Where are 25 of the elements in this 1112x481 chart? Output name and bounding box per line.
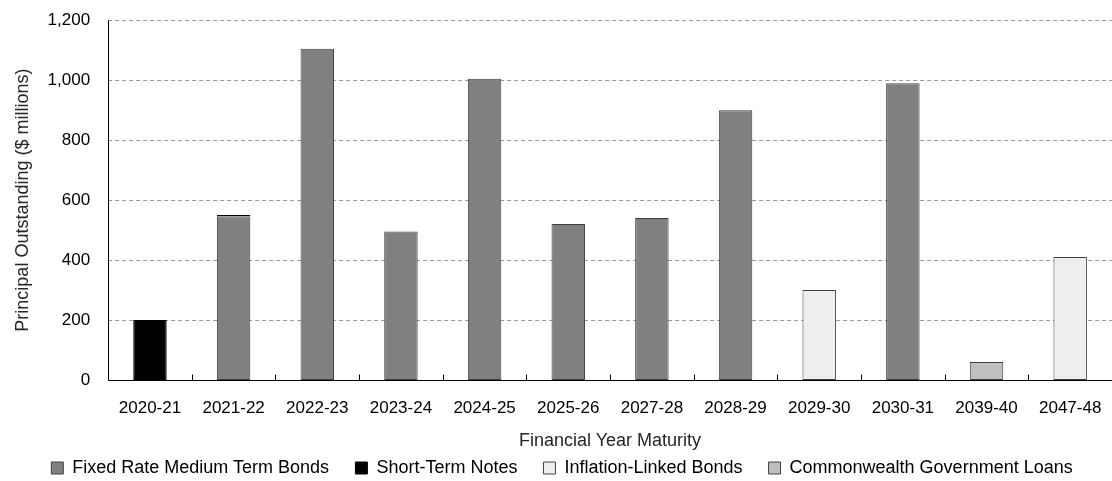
y-tick-label: 800 <box>61 129 91 149</box>
y-tick-label: 1,200 <box>47 9 91 29</box>
x-tick-label: 2029-30 <box>788 397 851 417</box>
x-tick-label: 2030-31 <box>871 397 935 417</box>
y-tick-label: 0 <box>80 369 91 389</box>
x-tick-label: 2025-26 <box>537 397 600 417</box>
legend-label: Short-Term Notes <box>376 456 518 477</box>
legend-label: Inflation-Linked Bonds <box>564 456 743 477</box>
y-tick-label: 400 <box>61 249 91 269</box>
x-tick-label: 2020-21 <box>118 397 182 417</box>
x-tick-label: 2039-40 <box>955 397 1018 417</box>
x-tick-label: 2021-22 <box>202 397 265 417</box>
x-tick-label: 2023-24 <box>369 397 433 417</box>
legend-label: Commonwealth Government Loans <box>789 456 1073 477</box>
y-tick-label: 600 <box>61 189 91 209</box>
legend-label: Fixed Rate Medium Term Bonds <box>72 456 330 477</box>
x-axis-title: Financial Year Maturity <box>519 430 702 451</box>
y-tick-label: 200 <box>61 309 91 329</box>
x-tick-label: 2047-48 <box>1038 397 1102 417</box>
x-tick-label: 2024-25 <box>453 397 516 417</box>
x-tick-label: 2022-23 <box>286 397 349 417</box>
y-axis-title: Principal Outstanding ($ millions) <box>11 68 32 332</box>
x-tick-label: 2027-28 <box>620 397 684 417</box>
y-tick-label: 1,000 <box>47 69 91 89</box>
x-tick-label: 2028-29 <box>704 397 767 417</box>
